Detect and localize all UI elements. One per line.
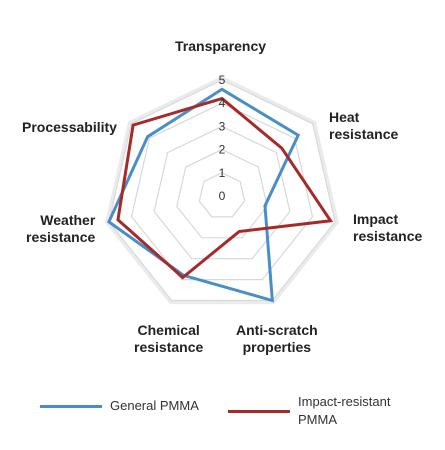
legend-label-impact-resistant-pmma: Impact-resistant PMMA: [298, 394, 391, 427]
axis-label-transparency: Transparency: [175, 38, 267, 54]
axis-label-processability: Processability: [22, 119, 117, 135]
axis-label-anti-scratch-properties: Anti-scratch properties: [236, 322, 318, 355]
r-tick-label-4: 4: [219, 96, 226, 110]
r-tick-label-5: 5: [219, 73, 226, 87]
r-tick-label-1: 1: [219, 166, 226, 180]
legend-item-general-pmma: General PMMA: [40, 397, 199, 415]
legend-label-general-pmma: General PMMA: [110, 398, 199, 413]
axis-label-impact-resistance: Impact resistance: [353, 211, 423, 244]
axis-label-chemical-resistance: Chemical resistance: [134, 322, 204, 355]
grid-outer-ring: [105, 76, 339, 305]
grid-ring-2: [176, 148, 268, 239]
legend-swatch-general-pmma: [40, 404, 102, 408]
r-tick-label-0: 0: [219, 189, 226, 203]
series-line-general-pmma: [107, 87, 301, 303]
r-tick-label-2: 2: [219, 143, 226, 157]
axis-label-heat-resistance: Heat resistance: [329, 109, 399, 142]
legend-item-impact-resistant-pmma: Impact-resistant PMMA: [228, 393, 416, 429]
grid-ring-1: [198, 172, 246, 218]
axis-label-weather-resistance: Weather resistance: [26, 212, 96, 245]
series-line-impact-resistant-pmma: [116, 96, 334, 280]
grid-ring-3: [153, 125, 291, 260]
legend: General PMMA Impact-resistant PMMA: [40, 393, 440, 433]
grid-ring-5: [108, 79, 336, 302]
legend-swatch-impact-resistant-pmma: [228, 409, 290, 413]
grid-ring-4: [130, 102, 314, 281]
r-tick-label-3: 3: [219, 119, 226, 133]
